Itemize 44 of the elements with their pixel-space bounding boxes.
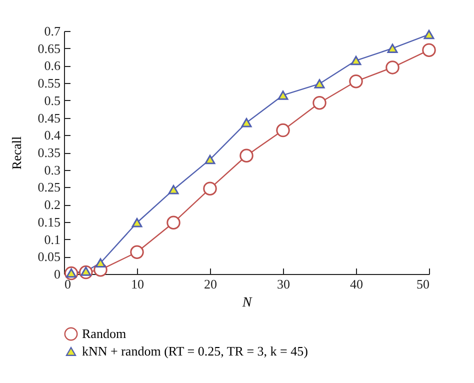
point bbox=[132, 218, 142, 228]
legend-label: Random bbox=[82, 326, 126, 341]
y-tick-label: 0.1 bbox=[44, 232, 60, 247]
y-tick-label: 0.25 bbox=[38, 180, 60, 195]
point bbox=[168, 185, 179, 194]
point bbox=[166, 216, 180, 230]
point bbox=[203, 182, 217, 196]
x-tick-label: 20 bbox=[204, 276, 217, 292]
point bbox=[276, 123, 290, 138]
point bbox=[349, 74, 363, 88]
y-tick-label: 0.05 bbox=[38, 249, 60, 264]
point bbox=[314, 79, 325, 88]
legend-label: kNN + random (RT = 0.25, TR = 3, k = 45) bbox=[82, 344, 308, 358]
x-tick-label: 40 bbox=[350, 276, 363, 292]
point bbox=[241, 118, 252, 128]
y-tick-label: 0.6 bbox=[44, 58, 61, 74]
y-tick-label: 0.7 bbox=[44, 24, 61, 38]
y-tick-label: 0 bbox=[54, 266, 60, 282]
y-tick-label: 0.65 bbox=[38, 40, 60, 56]
y-tick-label: 0.4 bbox=[44, 128, 61, 143]
point bbox=[130, 245, 144, 259]
y-tick-label: 0.45 bbox=[38, 110, 60, 126]
x-tick-label: 0 bbox=[64, 276, 71, 292]
x-axis-title: N bbox=[241, 296, 252, 310]
point bbox=[240, 148, 254, 162]
y-tick-label: 0.35 bbox=[38, 145, 60, 160]
point bbox=[386, 60, 400, 74]
point bbox=[204, 154, 216, 164]
y-tick-label: 0.3 bbox=[44, 162, 60, 178]
x-tick-label: 30 bbox=[277, 276, 290, 292]
y-tick-label: 0.2 bbox=[44, 197, 60, 212]
x-tick-label: 50 bbox=[416, 276, 430, 292]
y-tick-label: 0.5 bbox=[44, 92, 60, 108]
y-tick-label: 0.55 bbox=[38, 76, 60, 91]
y-axis-title: Recall bbox=[8, 136, 24, 170]
y-tick-label: 0.15 bbox=[38, 214, 60, 230]
point bbox=[95, 258, 106, 268]
point bbox=[312, 96, 326, 110]
point bbox=[387, 44, 398, 53]
x-tick-label: 10 bbox=[131, 276, 144, 292]
point bbox=[424, 30, 434, 40]
point bbox=[278, 90, 288, 100]
point bbox=[422, 43, 436, 57]
point bbox=[350, 56, 362, 66]
